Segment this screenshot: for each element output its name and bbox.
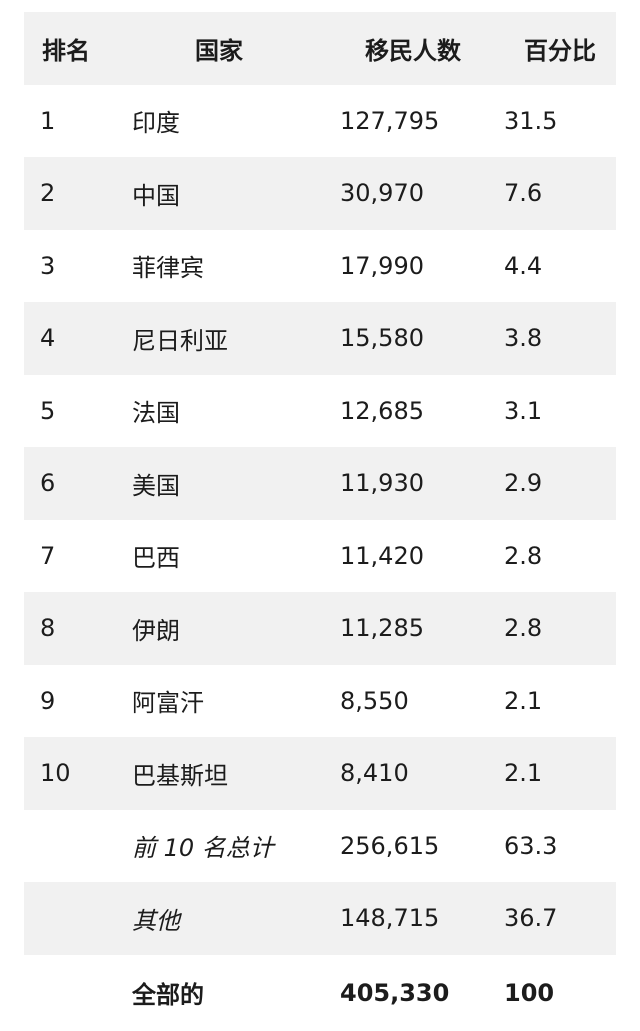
top10-label: 前 10 名总计	[132, 834, 274, 863]
rank-cell: 3	[40, 251, 56, 280]
table-row: 1 印度 127,795 31.5	[24, 85, 616, 158]
count-cell: 8,550	[340, 686, 409, 715]
count-cell: 8,410	[340, 759, 409, 788]
count-cell: 17,990	[340, 251, 424, 280]
summary-row-total: 全部的 405,330 100	[24, 955, 616, 1031]
percent-cell: 2.1	[504, 686, 543, 715]
table-row: 7 巴西 11,420 2.8	[24, 520, 616, 593]
country-cell: 法国	[132, 399, 180, 428]
top10-count: 256,615	[340, 831, 440, 860]
percent-cell: 2.8	[504, 614, 543, 643]
percent-cell: 3.8	[504, 324, 543, 353]
other-label: 其他	[132, 906, 180, 935]
rank-cell: 2	[40, 179, 56, 208]
header-count: 移民人数	[365, 36, 461, 65]
table-row: 10 巴基斯坦 8,410 2.1	[24, 737, 616, 810]
percent-cell: 4.4	[504, 251, 543, 280]
count-cell: 30,970	[340, 179, 424, 208]
percent-cell: 3.1	[504, 396, 543, 425]
header-country: 国家	[195, 36, 243, 65]
country-cell: 巴基斯坦	[132, 761, 228, 790]
count-cell: 11,420	[340, 541, 424, 570]
rank-cell: 1	[40, 106, 56, 135]
count-cell: 12,685	[340, 396, 424, 425]
total-percent: 100	[504, 978, 555, 1007]
count-cell: 127,795	[340, 106, 440, 135]
count-cell: 15,580	[340, 324, 424, 353]
table-row: 9 阿富汗 8,550 2.1	[24, 665, 616, 738]
country-cell: 菲律宾	[132, 254, 204, 283]
rank-cell: 6	[40, 469, 56, 498]
top10-percent: 63.3	[504, 831, 558, 860]
percent-cell: 2.8	[504, 541, 543, 570]
table-row: 5 法国 12,685 3.1	[24, 375, 616, 448]
header-rank: 排名	[42, 36, 90, 65]
country-cell: 巴西	[132, 544, 180, 573]
table-row: 4 尼日利亚 15,580 3.8	[24, 302, 616, 375]
rank-cell: 5	[40, 396, 56, 425]
other-percent: 36.7	[504, 904, 558, 933]
country-cell: 中国	[132, 181, 180, 210]
percent-cell: 2.9	[504, 469, 543, 498]
percent-cell: 31.5	[504, 106, 558, 135]
rank-cell: 10	[40, 759, 71, 788]
table-header-row: 排名 国家 移民人数 百分比	[24, 12, 616, 85]
total-label: 全部的	[132, 981, 204, 1009]
country-cell: 美国	[132, 471, 180, 500]
count-cell: 11,285	[340, 614, 424, 643]
percent-cell: 2.1	[504, 759, 543, 788]
rank-cell: 7	[40, 541, 56, 570]
table-row: 6 美国 11,930 2.9	[24, 447, 616, 520]
table-row: 3 菲律宾 17,990 4.4	[24, 230, 616, 303]
country-cell: 尼日利亚	[132, 326, 228, 355]
other-count: 148,715	[340, 904, 440, 933]
country-cell: 印度	[132, 109, 180, 138]
table-row: 8 伊朗 11,285 2.8	[24, 592, 616, 665]
total-count: 405,330	[340, 978, 450, 1007]
rank-cell: 4	[40, 324, 56, 353]
rank-cell: 9	[40, 686, 56, 715]
rank-cell: 8	[40, 614, 56, 643]
summary-row-top10: 前 10 名总计 256,615 63.3	[24, 810, 616, 883]
count-cell: 11,930	[340, 469, 424, 498]
header-percent: 百分比	[524, 36, 596, 65]
country-cell: 伊朗	[132, 616, 180, 645]
country-cell: 阿富汗	[132, 689, 204, 718]
table-row: 2 中国 30,970 7.6	[24, 157, 616, 230]
percent-cell: 7.6	[504, 179, 543, 208]
immigration-table: 排名 国家 移民人数 百分比 1 印度 127,795 31.5 2 中国 30…	[24, 12, 616, 1031]
summary-row-other: 其他 148,715 36.7	[24, 882, 616, 955]
